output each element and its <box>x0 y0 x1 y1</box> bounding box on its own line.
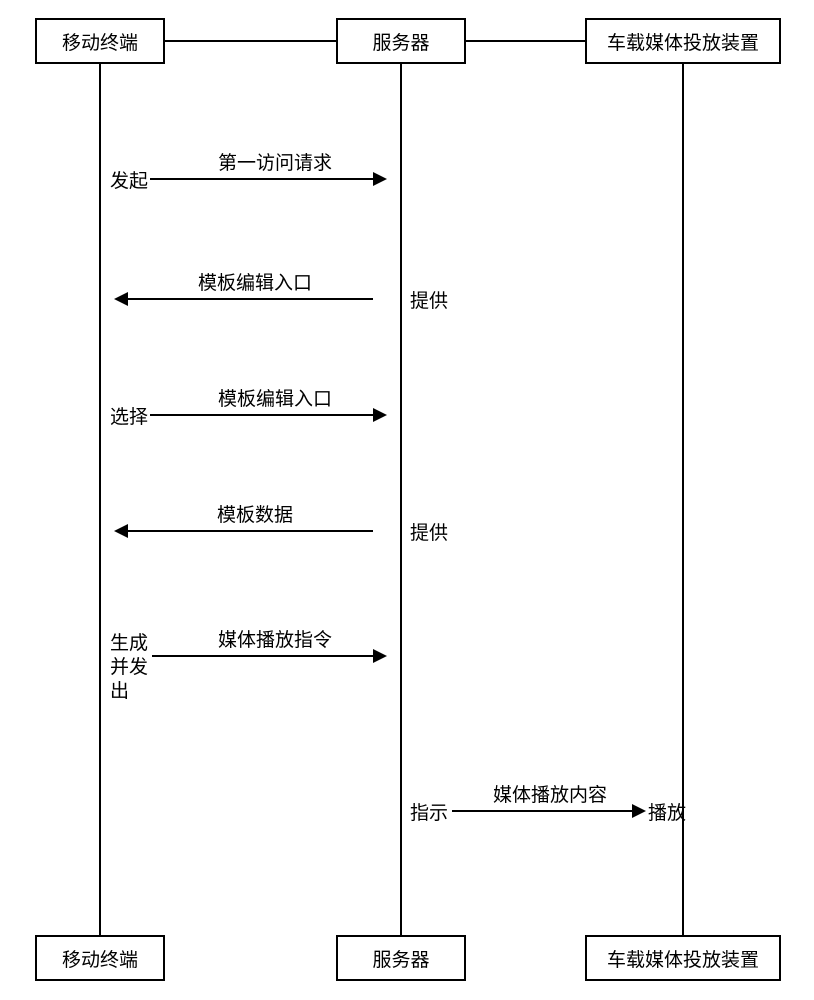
lifeline-a <box>99 64 101 935</box>
msg5-arrowhead <box>373 649 387 663</box>
msg3-label: 模板编辑入口 <box>190 384 360 411</box>
msg1-label: 第一访问请求 <box>190 148 360 175</box>
msg5-line <box>152 655 373 657</box>
msg2-action: 提供 <box>410 286 448 313</box>
lifeline-b <box>400 64 402 935</box>
participant-b-top: 服务器 <box>336 18 466 64</box>
sequence-diagram: 移动终端 服务器 车载媒体投放装置 发起 第一访问请求 提供 模板编辑入口 选择… <box>0 0 814 1000</box>
participant-c-label-bottom: 车载媒体投放装置 <box>607 945 759 972</box>
participant-c-top: 车载媒体投放装置 <box>585 18 781 64</box>
msg6-line <box>452 810 632 812</box>
msg6-label: 媒体播放内容 <box>470 780 630 807</box>
msg2-line <box>128 298 373 300</box>
msg1-line <box>150 178 373 180</box>
msg3-arrowhead <box>373 408 387 422</box>
msg2-label: 模板编辑入口 <box>170 268 340 295</box>
participant-a-label: 移动终端 <box>62 28 138 55</box>
participant-c-label: 车载媒体投放装置 <box>607 28 759 55</box>
msg3-line <box>150 414 373 416</box>
msg5-action: 生成并发出 <box>110 632 150 703</box>
participant-a-bottom: 移动终端 <box>35 935 165 981</box>
msg4-action: 提供 <box>410 518 448 545</box>
msg2-arrowhead <box>114 292 128 306</box>
participant-a-label-bottom: 移动终端 <box>62 945 138 972</box>
msg6-action-to: 播放 <box>648 798 686 825</box>
msg3-action: 选择 <box>110 402 148 429</box>
msg1-arrowhead <box>373 172 387 186</box>
participant-b-label-bottom: 服务器 <box>372 945 429 972</box>
participant-b-label: 服务器 <box>372 28 429 55</box>
msg4-arrowhead <box>114 524 128 538</box>
participant-a-top: 移动终端 <box>35 18 165 64</box>
msg4-line <box>128 530 373 532</box>
msg5-action-text: 生成并发出 <box>110 633 148 702</box>
msg6-action-from: 指示 <box>410 798 448 825</box>
msg1-action: 发起 <box>110 166 148 193</box>
participant-b-bottom: 服务器 <box>336 935 466 981</box>
msg6-arrowhead <box>632 804 646 818</box>
participant-c-bottom: 车载媒体投放装置 <box>585 935 781 981</box>
msg5-label: 媒体播放指令 <box>190 625 360 652</box>
msg4-label: 模板数据 <box>190 500 320 527</box>
